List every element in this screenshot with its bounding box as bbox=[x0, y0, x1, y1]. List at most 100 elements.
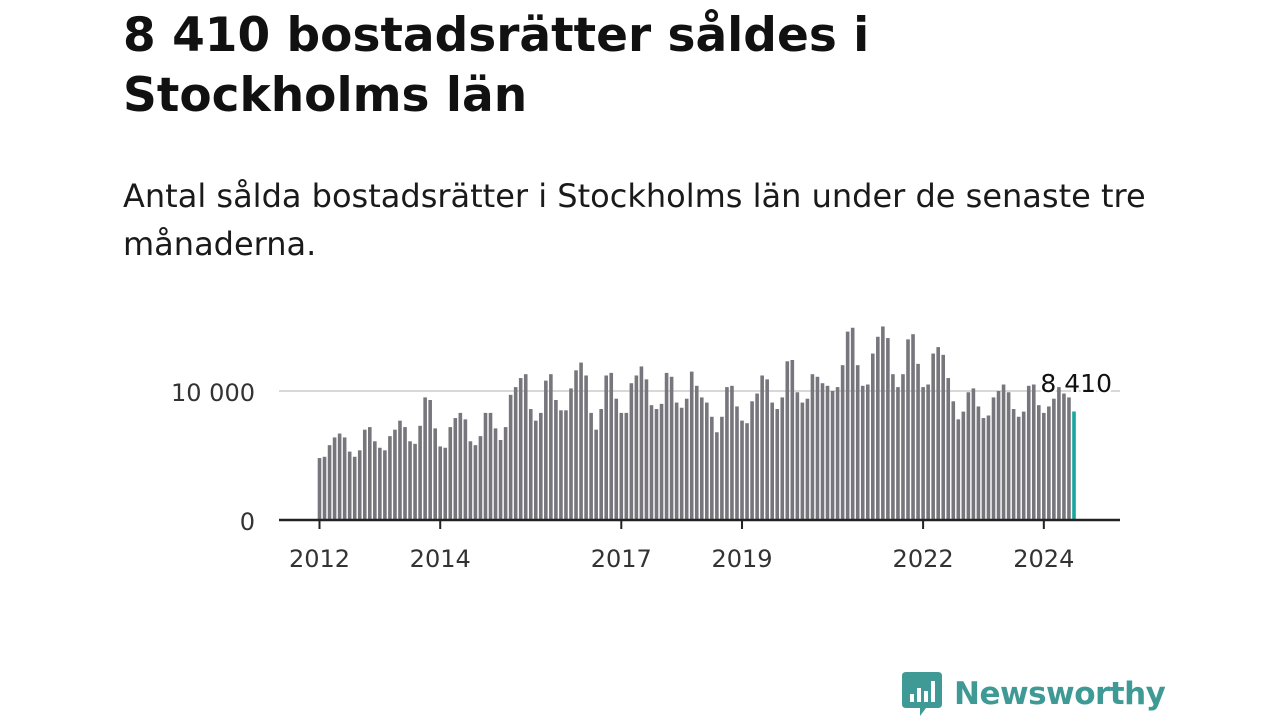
bar bbox=[1031, 384, 1036, 520]
bar bbox=[770, 402, 774, 520]
bar bbox=[1067, 397, 1071, 520]
bar bbox=[539, 412, 543, 520]
bar bbox=[418, 425, 422, 520]
bar bbox=[911, 334, 915, 520]
bar bbox=[594, 429, 598, 520]
bar bbox=[881, 326, 885, 520]
bar bbox=[327, 445, 332, 520]
bar bbox=[383, 450, 387, 520]
bar bbox=[931, 353, 935, 520]
bar bbox=[428, 400, 432, 520]
bar bbox=[599, 409, 603, 520]
bar bbox=[921, 387, 925, 520]
bar bbox=[1016, 416, 1021, 520]
bar bbox=[332, 437, 337, 520]
bar bbox=[498, 440, 503, 520]
bar bbox=[780, 397, 785, 520]
bar bbox=[1006, 392, 1011, 520]
bar bbox=[765, 379, 769, 520]
bar bbox=[805, 398, 810, 520]
bar-latest bbox=[1072, 411, 1076, 520]
bar bbox=[820, 383, 825, 520]
bar bbox=[760, 375, 764, 520]
bar bbox=[876, 336, 880, 520]
bar bbox=[800, 402, 805, 520]
y-tick-label: 0 bbox=[240, 508, 255, 536]
bar bbox=[961, 411, 966, 520]
bar bbox=[785, 361, 790, 520]
bar bbox=[463, 419, 468, 520]
bar bbox=[322, 456, 327, 520]
bar bbox=[513, 387, 518, 520]
bar bbox=[629, 383, 634, 520]
bar bbox=[1052, 398, 1056, 520]
bar bbox=[604, 375, 609, 520]
bar bbox=[1011, 409, 1016, 520]
bar bbox=[986, 415, 991, 520]
bar bbox=[1047, 406, 1051, 520]
value-annotation: 8 410 bbox=[1040, 369, 1112, 398]
bar bbox=[559, 410, 563, 520]
bar bbox=[579, 362, 583, 520]
bar bbox=[458, 412, 463, 520]
bar bbox=[810, 374, 815, 520]
bar bbox=[669, 376, 674, 520]
bar bbox=[337, 433, 342, 520]
bar bbox=[689, 371, 694, 520]
bar bbox=[720, 416, 724, 520]
x-tick-label: 2019 bbox=[711, 545, 772, 573]
bar bbox=[493, 428, 498, 520]
bar bbox=[453, 418, 458, 520]
bar bbox=[438, 446, 443, 520]
bar bbox=[659, 403, 664, 520]
bar bbox=[478, 436, 483, 520]
bar bbox=[398, 420, 402, 520]
bar bbox=[433, 428, 437, 520]
bar bbox=[735, 406, 739, 520]
bar bbox=[750, 401, 754, 520]
newsworthy-logo[interactable]: Newsworthy bbox=[902, 670, 1166, 718]
bar bbox=[468, 441, 473, 520]
bar bbox=[443, 447, 448, 520]
bar bbox=[342, 437, 347, 520]
chart-subtitle: Antal sålda bostadsrätter i Stockholms l… bbox=[123, 177, 1146, 263]
bar bbox=[483, 412, 488, 520]
bar bbox=[901, 374, 905, 520]
bar bbox=[966, 392, 971, 520]
bar bbox=[730, 385, 734, 520]
bar bbox=[488, 412, 493, 520]
bar bbox=[971, 388, 976, 520]
bar bbox=[941, 354, 946, 520]
bar bbox=[830, 390, 835, 520]
bar bbox=[936, 347, 940, 520]
bar bbox=[976, 406, 981, 520]
bar bbox=[896, 387, 900, 520]
bar bbox=[755, 393, 759, 520]
x-tick-label: 2024 bbox=[1013, 545, 1074, 573]
bar bbox=[835, 387, 840, 520]
bar bbox=[403, 427, 407, 520]
bar bbox=[473, 445, 478, 520]
bar bbox=[946, 378, 951, 520]
y-tick-label: 10 000 bbox=[171, 379, 255, 407]
bar bbox=[725, 387, 729, 520]
bar bbox=[317, 458, 322, 520]
bar bbox=[352, 456, 357, 520]
bar bbox=[584, 375, 588, 520]
bar bbox=[523, 374, 528, 520]
bar bbox=[368, 427, 372, 520]
bar bbox=[886, 338, 890, 520]
bar bbox=[624, 412, 629, 520]
bar bbox=[790, 360, 795, 520]
logo-text: Newsworthy bbox=[954, 676, 1166, 712]
bar bbox=[991, 397, 996, 520]
bar bbox=[649, 405, 654, 520]
bar bbox=[448, 427, 453, 520]
bar bbox=[740, 420, 744, 520]
bar bbox=[393, 429, 397, 520]
bar bbox=[654, 409, 659, 520]
bar bbox=[795, 392, 800, 520]
bar bbox=[694, 385, 699, 520]
bar bbox=[544, 380, 548, 520]
bar bbox=[1001, 384, 1006, 520]
